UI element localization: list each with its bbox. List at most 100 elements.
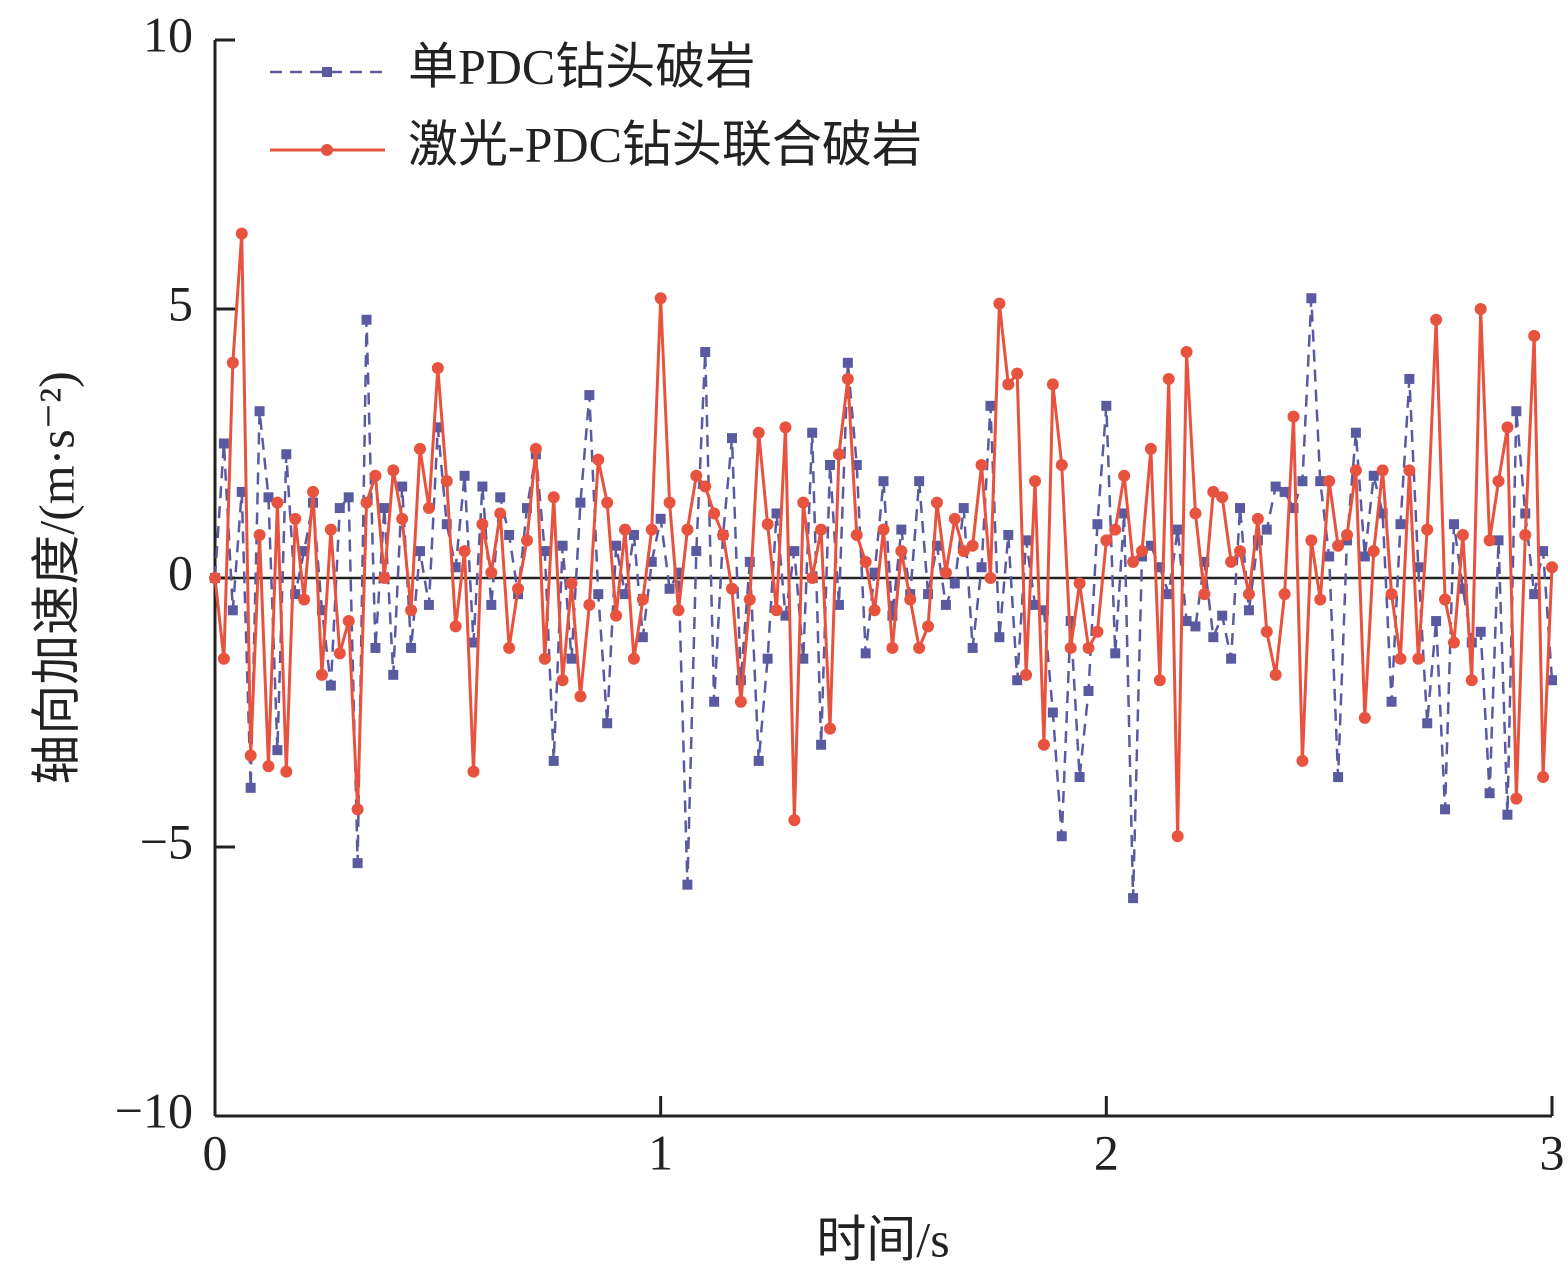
point [709, 696, 720, 707]
point [1422, 718, 1433, 729]
point [984, 572, 997, 584]
y-tick-label: 10 [143, 6, 193, 62]
point [1226, 653, 1237, 664]
point [574, 690, 587, 703]
point [798, 653, 809, 664]
point [1012, 675, 1023, 686]
point [468, 637, 479, 648]
point [1207, 485, 1220, 498]
point [1439, 593, 1452, 606]
point [691, 546, 702, 557]
point [708, 507, 721, 520]
point [949, 578, 960, 589]
point [1261, 524, 1272, 535]
point [281, 449, 292, 460]
point [930, 496, 943, 509]
point [601, 496, 614, 509]
point [477, 481, 488, 492]
point [610, 609, 623, 622]
point [672, 604, 685, 617]
point [236, 486, 247, 497]
point [1180, 346, 1193, 359]
point [1198, 588, 1211, 601]
point [958, 503, 969, 514]
point [1242, 588, 1255, 601]
point [1358, 711, 1371, 724]
point [1483, 534, 1496, 547]
point [298, 593, 311, 606]
point [1110, 648, 1121, 659]
x-tick-label: 3 [1540, 1124, 1565, 1180]
point [1367, 545, 1380, 558]
point [1154, 562, 1165, 573]
point [1475, 626, 1486, 637]
point [1333, 772, 1344, 783]
point [1528, 329, 1541, 342]
point [1340, 528, 1353, 541]
point [485, 566, 498, 579]
point [1296, 754, 1309, 767]
point [780, 610, 791, 621]
point [1547, 675, 1557, 686]
point [1546, 561, 1558, 574]
point [1235, 503, 1246, 514]
point [254, 406, 265, 417]
point [923, 589, 934, 600]
point [1395, 519, 1406, 530]
point [1493, 535, 1504, 546]
point [1074, 772, 1085, 783]
point [824, 722, 837, 735]
point [1440, 804, 1451, 815]
point [1474, 303, 1487, 315]
point [1404, 373, 1415, 384]
point [770, 604, 783, 617]
point [1145, 540, 1156, 551]
point [1368, 470, 1379, 481]
point [940, 599, 951, 610]
point [699, 480, 712, 493]
point [449, 620, 462, 633]
point [993, 297, 1006, 310]
point [948, 512, 961, 525]
legend-label: 单PDC钻头破岩 [408, 38, 755, 94]
point [565, 577, 578, 590]
point [788, 814, 801, 827]
point [611, 540, 622, 551]
point [797, 496, 810, 509]
point [352, 858, 363, 869]
point [503, 641, 516, 654]
point [654, 292, 667, 305]
point [486, 599, 497, 610]
point [1064, 641, 1077, 654]
point [406, 642, 417, 653]
point [441, 519, 452, 530]
point [592, 453, 605, 466]
point [913, 641, 926, 654]
point [1217, 610, 1228, 621]
point [922, 620, 935, 633]
point [700, 347, 711, 358]
point [663, 496, 676, 509]
point [1510, 792, 1523, 805]
point [467, 765, 480, 778]
point [1529, 589, 1540, 600]
point [360, 496, 373, 509]
point [1216, 491, 1229, 504]
point [316, 605, 327, 616]
point [1279, 486, 1290, 497]
point [807, 427, 818, 438]
point [859, 555, 872, 568]
point [1002, 378, 1015, 391]
point [1537, 771, 1550, 784]
point [779, 421, 792, 434]
point [342, 615, 355, 628]
point [887, 610, 898, 621]
point [529, 442, 542, 455]
point [620, 589, 631, 600]
point [557, 540, 568, 551]
point [645, 523, 658, 536]
point [1046, 378, 1059, 391]
point [325, 680, 336, 691]
point [1082, 641, 1095, 654]
point [244, 749, 257, 762]
